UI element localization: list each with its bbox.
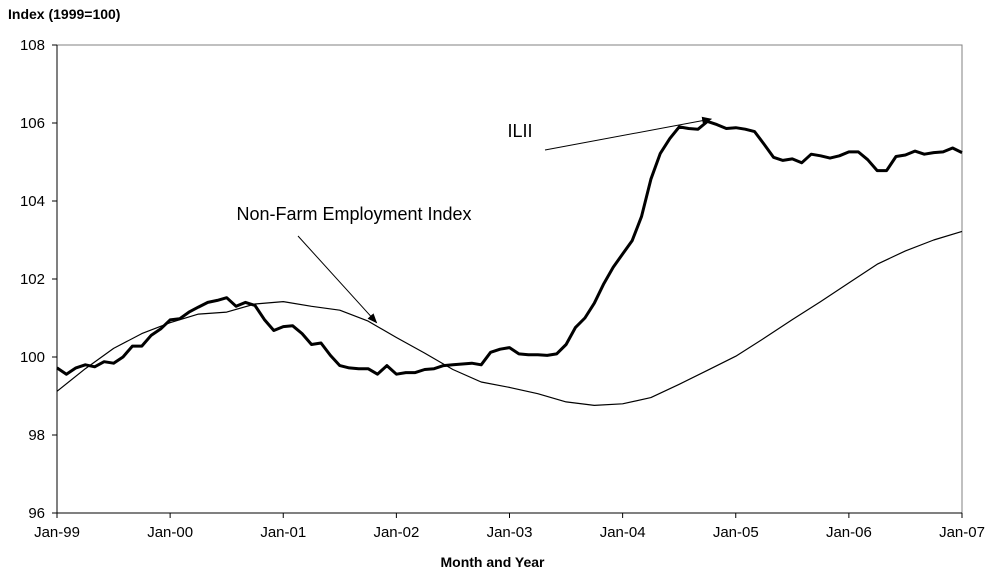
y-axis-title: Index (1999=100) (8, 6, 121, 22)
annotation-label-ilii: ILII (507, 121, 532, 141)
annotation-label-non-farm: Non-Farm Employment Index (236, 204, 471, 224)
y-tick-label: 106 (20, 115, 45, 132)
series-line-non-farm-employment (56, 230, 963, 406)
x-tick-label: Jan-07 (939, 524, 985, 541)
chart-series (56, 119, 963, 406)
y-tick-label: 108 (20, 37, 45, 54)
chart-annotations: ILII Non-Farm Employment Index (236, 116, 713, 324)
y-tick-label: 104 (20, 193, 45, 210)
x-tick-label: Jan-02 (373, 524, 419, 541)
y-tick-label: 102 (20, 271, 45, 288)
annotation-arrow-non-farm (297, 235, 378, 324)
x-axis-title: Month and Year (440, 554, 545, 570)
y-tick-label: 98 (28, 427, 45, 444)
annotation-arrow-ilii (544, 116, 713, 151)
x-tick-label: Jan-03 (487, 524, 533, 541)
series-line-ilii (56, 119, 963, 376)
y-tick-label: 96 (28, 505, 45, 522)
x-tick-label: Jan-04 (600, 524, 646, 541)
y-tick-label: 100 (20, 349, 45, 366)
x-tick-label: Jan-00 (147, 524, 193, 541)
x-tick-label: Jan-01 (260, 524, 306, 541)
x-tick-label: Jan-05 (713, 524, 759, 541)
x-tick-label: Jan-06 (826, 524, 872, 541)
plot-area-frame (56, 44, 963, 514)
chart-axes: 96 98 100 102 104 106 108 Jan-99 Jan-00 Jan-01 Jan… (20, 37, 985, 541)
x-tick-label: Jan-99 (34, 524, 80, 541)
